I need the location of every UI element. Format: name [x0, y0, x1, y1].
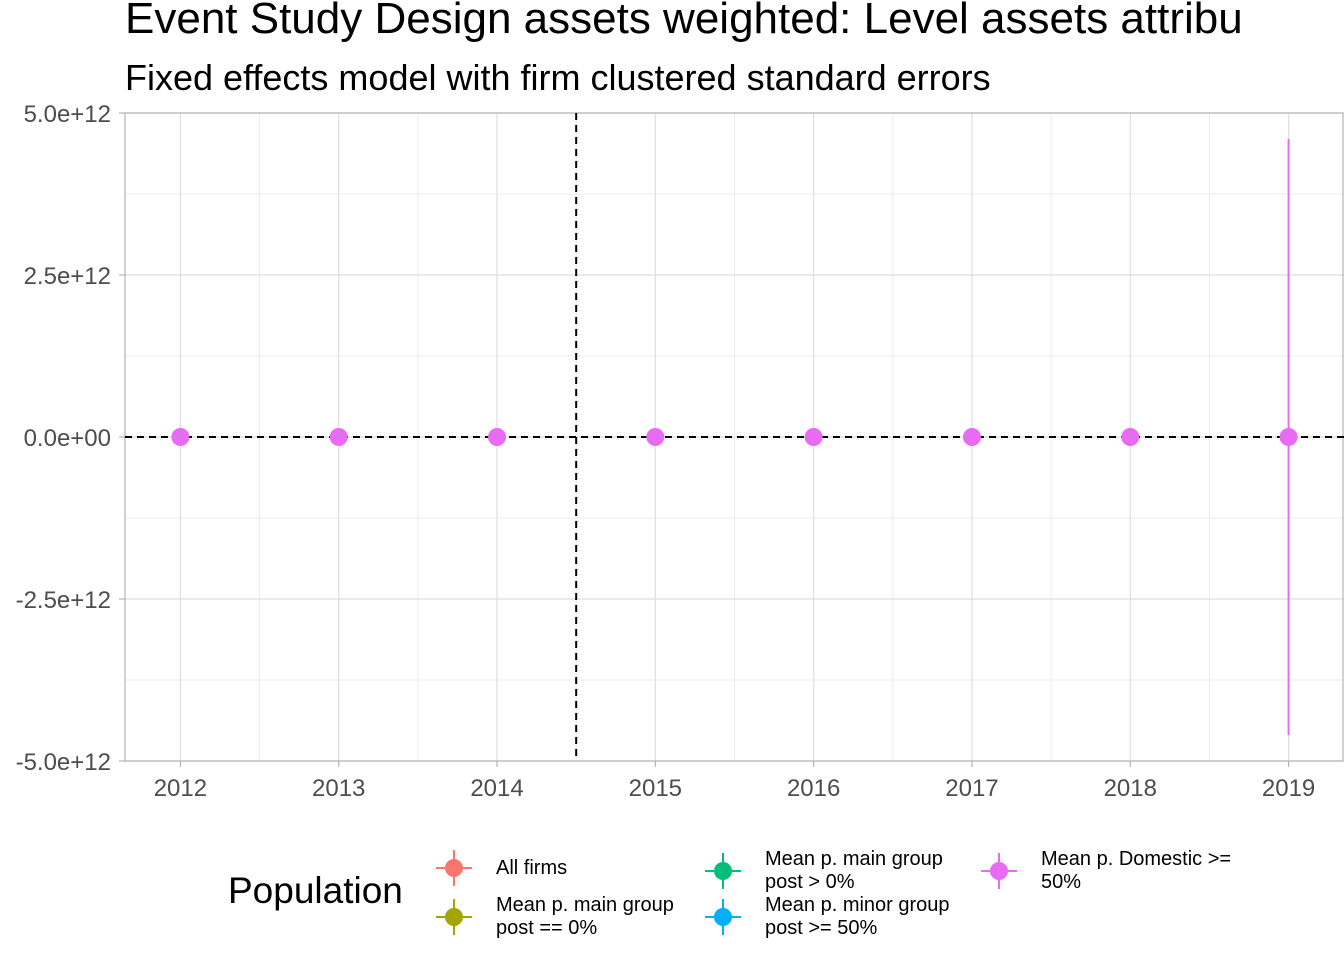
legend-key-point — [714, 862, 732, 880]
legend-item-domestic-50: Mean p. Domestic >= 50% — [979, 848, 1231, 894]
y-tick-label: 0.0e+00 — [24, 425, 111, 452]
chart-plot: 2012 2013 2014 2015 2016 2017 2018 2019 5.0e+12 2… — [16, 101, 1344, 802]
x-tick-label: 2013 — [312, 775, 365, 802]
legend-label-main-group-post-zero: Mean p. main group post == 0% — [496, 894, 674, 939]
legend-item-main-group-post-positive: Mean p. main group post > 0% — [703, 848, 943, 894]
legend-title: Population — [228, 870, 403, 911]
data-point — [488, 428, 507, 446]
data-point — [962, 428, 981, 446]
data-point — [171, 428, 190, 446]
x-tick-label: 2015 — [629, 775, 682, 802]
y-tick-label: 5.0e+12 — [24, 101, 111, 128]
x-tick-label: 2012 — [154, 775, 207, 802]
y-tick-label: -5.0e+12 — [16, 749, 111, 776]
legend-label-all-firms: All firms — [496, 856, 568, 879]
x-tick-label: 2018 — [1104, 775, 1157, 802]
legend-key-minor-group-post-50 — [705, 899, 741, 935]
chart-subtitle: Fixed effects model with firm clustered … — [125, 57, 991, 98]
data-point — [804, 428, 823, 446]
x-tick-label: 2016 — [787, 775, 840, 802]
legend-key-point — [445, 908, 463, 926]
legend-key-point — [714, 908, 732, 926]
legend-label-main-group-post-positive: Mean p. main group post > 0% — [765, 848, 943, 893]
legend-key-all-firms — [436, 850, 472, 886]
legend-key-point — [990, 862, 1008, 880]
data-point — [1279, 428, 1298, 446]
legend-item-main-group-post-zero: Mean p. main group post == 0% — [434, 894, 674, 940]
y-tick-label: 2.5e+12 — [24, 263, 111, 290]
data-point — [329, 428, 348, 446]
data-point — [646, 428, 665, 446]
legend-label-domestic-50: Mean p. Domestic >= 50% — [1041, 848, 1232, 893]
legend-key-main-group-post-zero — [436, 899, 472, 935]
legend-key-main-group-post-positive — [705, 853, 741, 889]
chart-title: Event Study Design assets weighted: Leve… — [125, 0, 1243, 43]
data-point — [1121, 428, 1140, 446]
legend-key-domestic-50 — [981, 853, 1017, 889]
legend-item-all-firms: All firms — [434, 848, 567, 888]
legend-item-minor-group-post-50: Mean p. minor group post >= 50% — [703, 894, 950, 940]
x-tick-label: 2017 — [945, 775, 998, 802]
x-tick-label: 2019 — [1262, 775, 1315, 802]
legend-key-point — [445, 859, 463, 877]
legend-label-minor-group-post-50: Mean p. minor group post >= 50% — [765, 894, 950, 939]
x-tick-label: 2014 — [470, 775, 523, 802]
y-tick-label: -2.5e+12 — [16, 587, 111, 614]
